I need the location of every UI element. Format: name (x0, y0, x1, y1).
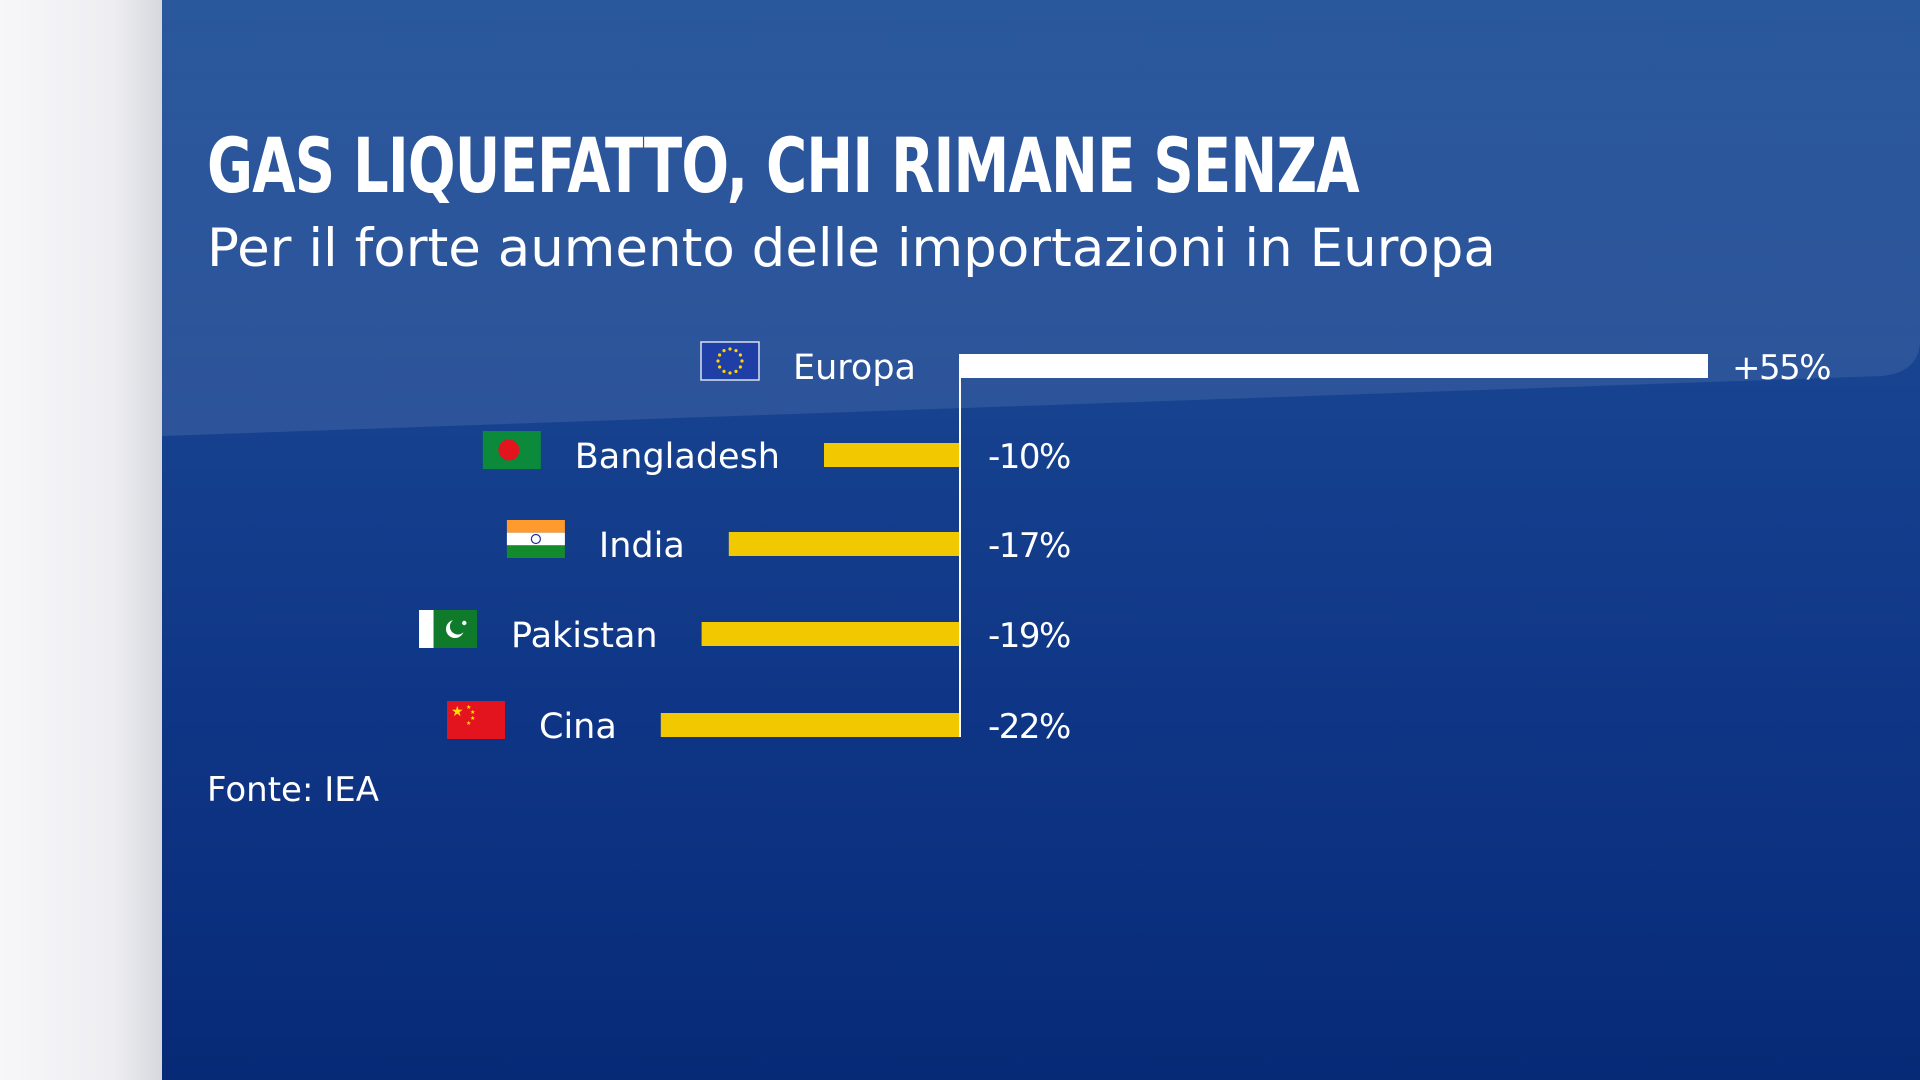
svg-text:★: ★ (470, 709, 475, 716)
pakistan-flag-icon (419, 610, 478, 648)
category-label-india: India (599, 526, 685, 566)
category-label-cina: Cina (539, 707, 617, 747)
bar-cina (660, 713, 960, 737)
bangladesh-flag-icon (482, 431, 541, 469)
labels-group: +55% Europa -10% Bangladesh -17% India -19% Pak… (511, 348, 1832, 747)
bars-group (660, 354, 1708, 737)
bar-india (728, 532, 960, 556)
svg-text:★: ★ (451, 704, 464, 720)
india-flag-icon (506, 520, 565, 558)
category-label-pakistan: Pakistan (511, 616, 658, 656)
svg-text:★: ★ (466, 720, 471, 727)
chart-subtitle: Per il forte aumento delle importazioni … (207, 218, 1496, 279)
value-label-cina: -22% (988, 707, 1070, 747)
bar-europa (960, 354, 1708, 378)
value-label-europa: +55% (1732, 348, 1830, 388)
china-flag-icon: ★ ★★★★ (447, 701, 506, 739)
bar-pakistan (701, 622, 960, 646)
eu-flag-icon (700, 341, 760, 381)
category-label-europa: Europa (793, 348, 916, 388)
value-label-pakistan: -19% (988, 616, 1070, 656)
left-side-strip (0, 0, 162, 1080)
svg-text:★: ★ (470, 715, 475, 722)
value-label-india: -17% (988, 526, 1070, 566)
bar-bangladesh (824, 443, 960, 467)
value-label-bangladesh: -10% (988, 437, 1070, 477)
chart-title: GAS LIQUEFATTO, CHI RIMANE SENZA (207, 121, 1360, 210)
category-label-bangladesh: Bangladesh (575, 437, 780, 477)
source-note: Fonte: IEA (207, 770, 379, 810)
svg-text:★: ★ (466, 704, 471, 711)
flags-group: ★ ★★★★ (419, 341, 760, 739)
